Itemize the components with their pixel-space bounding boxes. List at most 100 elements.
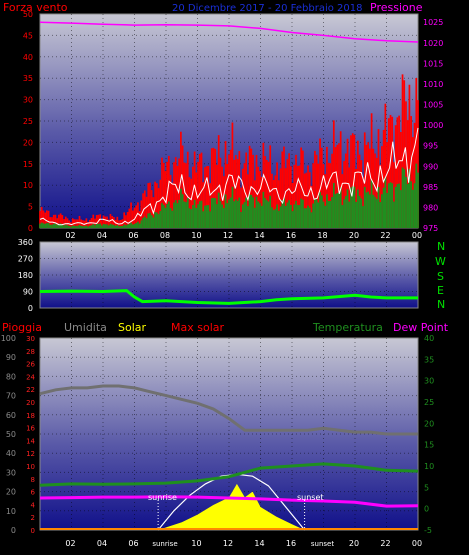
tick-humidity-0: 0: [11, 526, 16, 535]
legend-temperatura: Temperatura: [312, 321, 383, 334]
tick-x-top-3: 08: [160, 231, 170, 240]
tick-wind-8: 40: [23, 53, 33, 62]
tick-x-bottom-11: 00: [412, 539, 422, 548]
tick-rain-4: 8: [31, 476, 35, 484]
wind-mean-line: [39, 127, 419, 226]
tick-pressure-4: 995: [423, 142, 438, 151]
compass-e: E: [437, 284, 444, 297]
tick-wind-9: 45: [23, 31, 33, 40]
wind-direction-line: [39, 289, 418, 305]
annotation-sunset: sunset: [297, 493, 324, 502]
tick-x-top-2: 06: [128, 231, 138, 240]
tick-dir-3: 270: [18, 255, 33, 264]
tick-pressure-1: 980: [423, 203, 438, 212]
tick-rain-13: 26: [26, 361, 35, 369]
tick-pressure-10: 1025: [423, 18, 443, 27]
tick-x-top-11: 00: [412, 231, 422, 240]
tick-dir-2: 180: [18, 271, 33, 280]
tick-wind-0: 0: [28, 224, 33, 233]
tick-pressure-7: 1010: [423, 80, 443, 89]
tick-x-bottom-7: 16: [286, 539, 296, 548]
tick-temp-9: 40: [424, 334, 434, 343]
tick-wind-6: 30: [23, 96, 33, 105]
tick-dir-4: 360: [18, 238, 33, 247]
tick-rain-10: 20: [26, 399, 35, 407]
tick-rain-14: 28: [26, 348, 35, 356]
tick-humidity-3: 30: [6, 468, 16, 477]
tick-temp-1: 0: [424, 505, 429, 514]
tick-x-top-5: 12: [223, 231, 233, 240]
tick-pressure-2: 985: [423, 183, 438, 192]
tick-temp-2: 5: [424, 483, 429, 492]
tick-pressure-3: 990: [423, 162, 438, 171]
tick-temp-0: -5: [424, 526, 432, 535]
tick-humidity-8: 80: [6, 372, 16, 381]
tick-x-top-0: 02: [65, 231, 75, 240]
tick-rain-11: 22: [26, 386, 35, 394]
tick-dir-1: 90: [23, 288, 33, 297]
tick-wind-10: 50: [23, 10, 33, 19]
tick-humidity-4: 40: [6, 449, 16, 458]
tick-x-top-6: 14: [254, 231, 264, 240]
compass-n-top: N: [437, 240, 445, 253]
tick-wind-7: 35: [23, 74, 33, 83]
legend-pioggia: Pioggia: [2, 321, 42, 334]
tick-wind-5: 25: [23, 117, 33, 126]
tick-labels: 0510152025303540455097598098599099510001…: [1, 10, 444, 548]
tick-x-bottom-1: 04: [97, 539, 107, 548]
tick-rain-6: 12: [26, 450, 35, 458]
panel-wind-direction: [39, 241, 419, 309]
tick-x-bottom-10: 22: [380, 539, 390, 548]
compass-w: W: [435, 255, 446, 268]
tick-rain-12: 24: [26, 373, 35, 381]
tick-x-bottom-8: sunset: [311, 540, 334, 548]
tick-wind-1: 5: [28, 203, 33, 212]
tick-x-bottom-5: 12: [223, 539, 233, 548]
compass-s: S: [437, 270, 444, 283]
tick-wind-4: 20: [23, 138, 33, 147]
chart-marks: [39, 21, 419, 531]
tick-temp-7: 30: [424, 377, 434, 386]
tick-humidity-6: 60: [6, 411, 16, 420]
tick-humidity-7: 70: [6, 392, 16, 401]
tick-x-top-1: 04: [97, 231, 107, 240]
tick-x-top-9: 20: [349, 231, 359, 240]
tick-rain-3: 6: [31, 489, 36, 497]
tick-humidity-9: 90: [6, 353, 16, 362]
tick-humidity-10: 100: [1, 334, 16, 343]
tick-humidity-2: 20: [6, 488, 16, 497]
pressure-line: [39, 21, 419, 43]
humidity-line: [39, 384, 418, 436]
tick-x-top-4: 10: [191, 231, 201, 240]
tick-rain-2: 4: [31, 501, 36, 509]
tick-temp-6: 25: [424, 398, 434, 407]
tick-x-bottom-4: 10: [191, 539, 201, 548]
tick-rain-5: 10: [26, 463, 35, 471]
tick-x-bottom-3: sunrise: [152, 540, 177, 548]
tick-x-bottom-2: 06: [128, 539, 138, 548]
tick-pressure-9: 1020: [423, 39, 443, 48]
tick-x-top-10: 22: [380, 231, 390, 240]
tick-humidity-1: 10: [6, 507, 16, 516]
tick-temp-3: 10: [424, 462, 434, 471]
tick-pressure-6: 1005: [423, 101, 443, 110]
solar-area: [158, 483, 305, 530]
tick-x-bottom-9: 20: [349, 539, 359, 548]
tick-wind-2: 10: [23, 181, 33, 190]
tick-humidity-5: 50: [6, 430, 16, 439]
dew-point-line: [39, 495, 419, 508]
tick-rain-15: 30: [26, 335, 35, 343]
legend-umidita: Umidita: [64, 321, 107, 334]
tick-x-top-7: 16: [286, 231, 296, 240]
tick-rain-9: 18: [26, 412, 35, 420]
tick-pressure-0: 975: [423, 224, 438, 233]
legend-solar: Solar: [118, 321, 147, 334]
tick-rain-8: 16: [26, 425, 35, 433]
legend-dew-point: Dew Point: [393, 321, 449, 334]
tick-wind-3: 15: [23, 160, 33, 169]
tick-temp-4: 15: [424, 441, 434, 450]
tick-temp-5: 20: [424, 419, 434, 428]
legend-max-solar: Max solar: [171, 321, 224, 334]
